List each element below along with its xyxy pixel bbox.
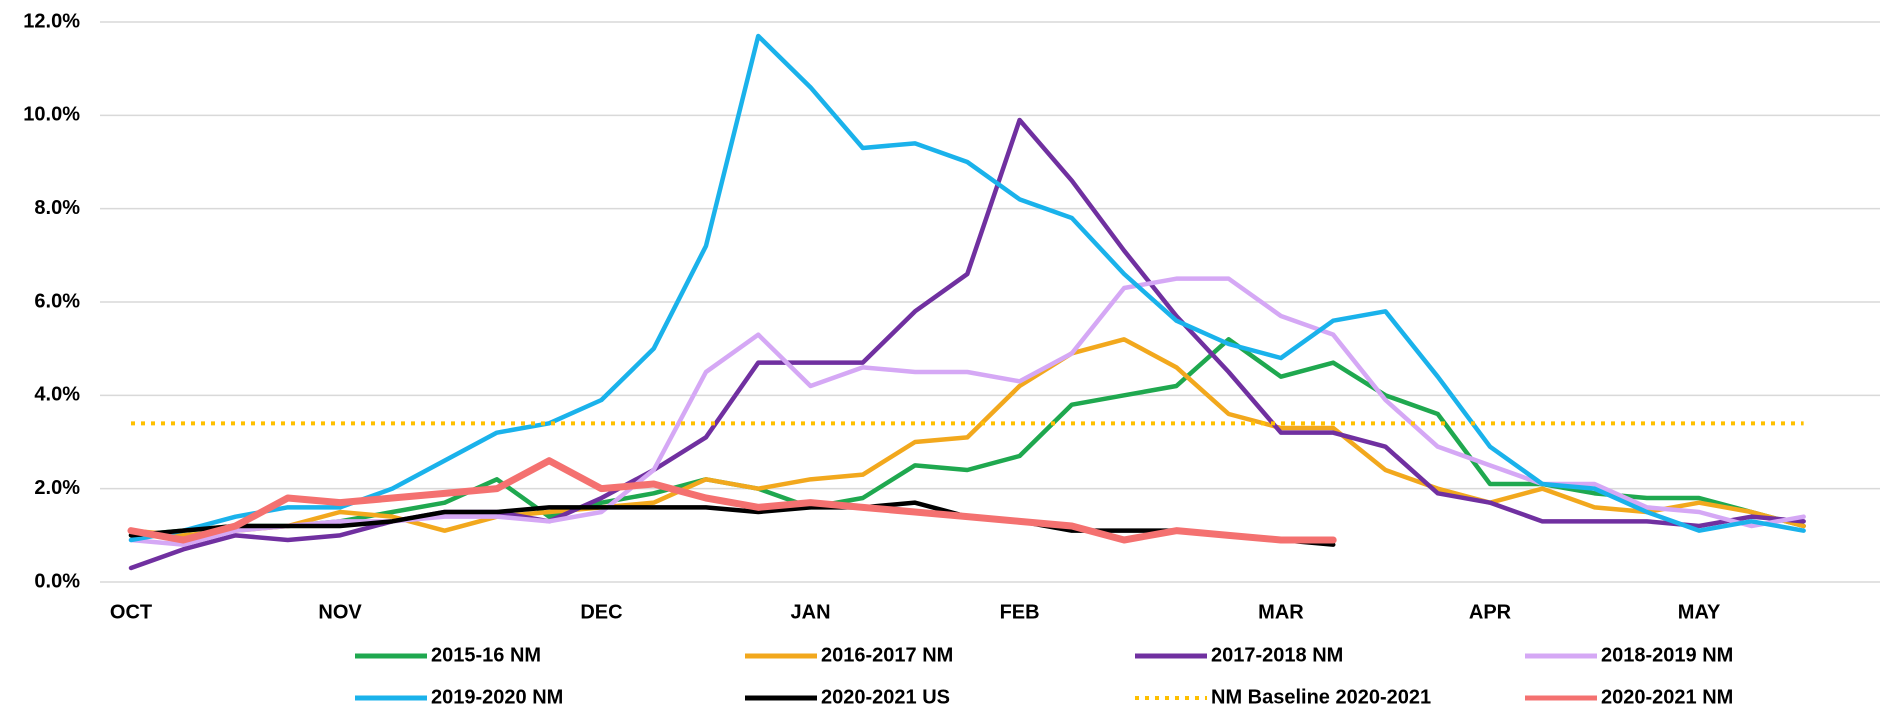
y-tick-label: 12.0%: [23, 10, 80, 32]
x-tick-label: FEB: [1000, 601, 1040, 623]
y-tick-label: 2.0%: [34, 477, 80, 499]
series-line: [128, 337, 1806, 538]
legend-label: 2018-2019 NM: [1601, 644, 1733, 666]
legend-label: 2016-2017 NM: [821, 644, 953, 666]
y-tick-label: 0.0%: [34, 570, 80, 592]
x-tick-label: JAN: [791, 601, 831, 623]
x-tick-label: DEC: [580, 601, 622, 623]
legend-label: 2017-2018 NM: [1211, 644, 1343, 666]
series-line: [128, 500, 1336, 547]
x-tick-label: MAR: [1258, 601, 1304, 623]
x-tick-label: NOV: [318, 601, 362, 623]
y-tick-label: 10.0%: [23, 104, 80, 126]
x-tick-label: APR: [1469, 601, 1512, 623]
legend-label: 2019-2020 NM: [431, 686, 563, 708]
legend-label: 2020-2021 NM: [1601, 686, 1733, 708]
y-tick-label: 8.0%: [34, 197, 80, 219]
legend-label: 2020-2021 US: [821, 686, 950, 708]
series-line: [127, 457, 1337, 544]
legend-label: 2015-16 NM: [431, 644, 541, 666]
x-tick-label: OCT: [110, 601, 152, 623]
x-tick-label: MAY: [1678, 601, 1721, 623]
series-line: [128, 337, 1806, 538]
y-tick-label: 4.0%: [34, 384, 80, 406]
series-line: [128, 33, 1806, 543]
series-line: [128, 276, 1806, 547]
legend-label: NM Baseline 2020-2021: [1211, 686, 1431, 708]
y-tick-label: 6.0%: [34, 290, 80, 312]
